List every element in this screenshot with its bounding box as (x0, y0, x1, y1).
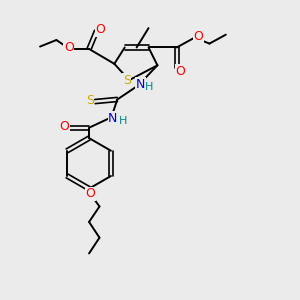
Text: N: N (108, 112, 118, 125)
Text: S: S (86, 94, 94, 107)
Text: O: O (176, 65, 185, 78)
Text: O: O (64, 41, 74, 54)
Text: O: O (85, 187, 95, 200)
Text: O: O (95, 23, 105, 36)
Text: H: H (118, 116, 127, 126)
Text: O: O (59, 120, 69, 133)
Text: S: S (123, 74, 131, 87)
Text: H: H (145, 82, 154, 92)
Text: O: O (193, 30, 203, 43)
Text: N: N (136, 78, 145, 91)
